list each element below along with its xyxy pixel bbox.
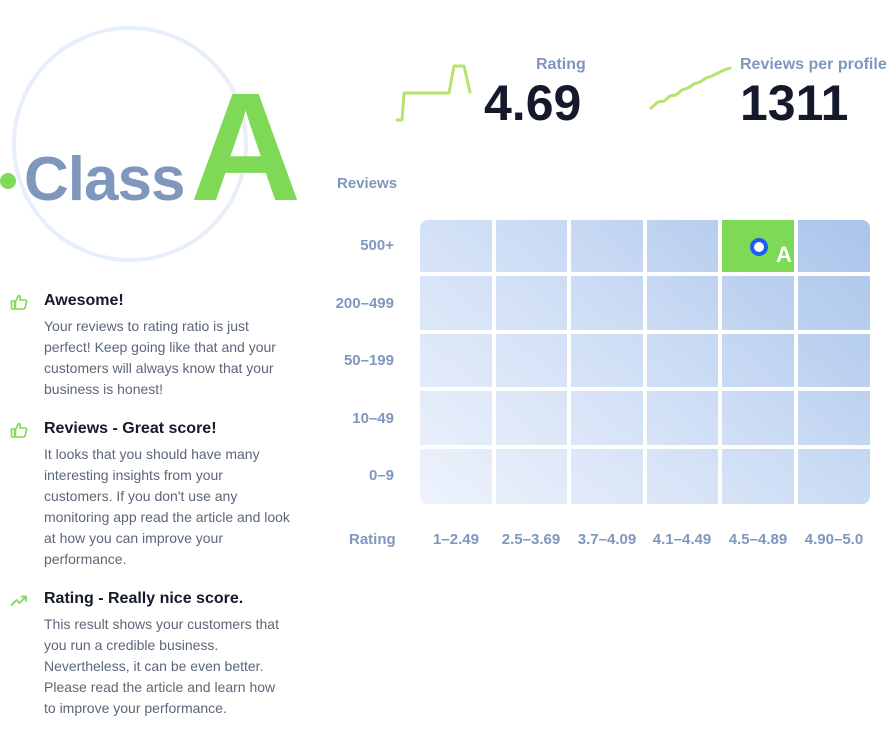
thumbs-up-icon	[10, 422, 28, 438]
column-label: 3.7–4.09	[577, 531, 637, 548]
feedback-item-rating: Rating - Really nice score. This result …	[10, 590, 290, 720]
rating-label: Rating	[536, 56, 586, 73]
y-axis-title: Reviews	[337, 175, 398, 192]
rating-sparkline-icon	[395, 64, 472, 122]
row-label: 500+	[360, 237, 394, 254]
column-label: 4.90–5.0	[804, 531, 864, 548]
grid-line	[718, 220, 722, 504]
active-cell-label: A	[776, 242, 792, 267]
reviews-value: 1311	[740, 75, 849, 131]
thumbs-up-icon	[10, 294, 28, 310]
rating-value: 4.69	[484, 75, 582, 131]
feedback-text: It looks that you should have many inter…	[44, 446, 290, 567]
x-axis-title: Rating	[349, 531, 396, 548]
grid-line	[492, 220, 496, 504]
grid-line	[643, 220, 647, 504]
feedback-title: Rating - Really nice score.	[44, 590, 244, 607]
column-label: 2.5–3.69	[501, 531, 561, 548]
class-badge-letter: A	[190, 61, 302, 233]
row-label: 200–499	[335, 295, 394, 312]
grid-line	[567, 220, 571, 504]
grid-line	[794, 220, 798, 504]
reviews-label: Reviews per profile	[740, 56, 887, 73]
trending-up-icon	[10, 595, 27, 606]
feedback-text: This result shows your customers that yo…	[44, 616, 279, 716]
class-badge-word: Class	[24, 145, 185, 214]
feedback-title: Awesome!	[44, 292, 124, 309]
column-label: 4.1–4.49	[652, 531, 712, 548]
class-badge-circle	[12, 26, 248, 262]
feedback-item-reviews: Reviews - Great score! It looks that you…	[10, 420, 290, 570]
row-label: 50–199	[343, 352, 394, 369]
feedback-text: Your reviews to rating ratio is just per…	[44, 318, 276, 397]
position-marker-icon	[750, 238, 768, 256]
row-label: 0–9	[368, 467, 394, 484]
column-label: 4.5–4.89	[728, 531, 788, 548]
reviews-sparkline-icon	[649, 66, 732, 110]
rating-reviews-matrix	[420, 220, 870, 504]
feedback-item-awesome: Awesome! Your reviews to rating ratio is…	[10, 292, 290, 402]
feedback-title: Reviews - Great score!	[44, 420, 217, 437]
class-badge-dot	[0, 173, 16, 189]
row-label: 10–49	[352, 410, 394, 427]
column-label: 1–2.49	[433, 531, 479, 548]
